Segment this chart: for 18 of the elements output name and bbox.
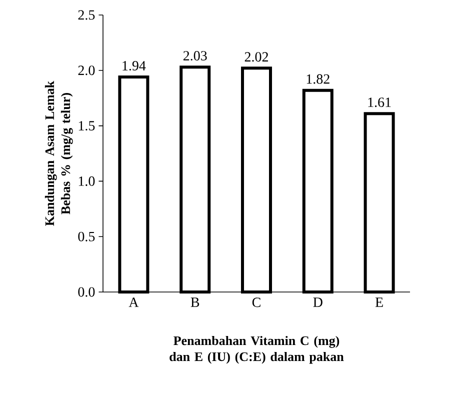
x-tick-label: A bbox=[128, 298, 139, 307]
x-axis-title: Penambahan Vitamin C (mg) dan E (IU) (C:E) dalam pakan bbox=[170, 336, 344, 364]
data-label: 1.94 bbox=[122, 61, 146, 71]
y-axis-title: Kandungan Asam Lemak Bebas % (mg/g telur) bbox=[44, 80, 73, 226]
data-label: 2.02 bbox=[244, 52, 268, 62]
data-label: 1.82 bbox=[306, 74, 330, 84]
data-label: 2.03 bbox=[183, 51, 207, 61]
x-tick-label: D bbox=[313, 298, 322, 307]
y-tick-label: 0.5 bbox=[78, 232, 95, 242]
y-tick-label: 1.5 bbox=[78, 121, 95, 131]
y-tick-label: 0.0 bbox=[78, 287, 95, 297]
x-tick-label: C bbox=[252, 298, 260, 308]
y-tick-label: 2.5 bbox=[78, 10, 95, 20]
x-tick-label: E bbox=[375, 298, 383, 307]
data-label: 1.61 bbox=[368, 98, 391, 108]
x-tick-label: B bbox=[190, 298, 200, 307]
y-tick-label: 1.0 bbox=[78, 176, 95, 186]
y-tick-label: 2.0 bbox=[78, 66, 95, 76]
